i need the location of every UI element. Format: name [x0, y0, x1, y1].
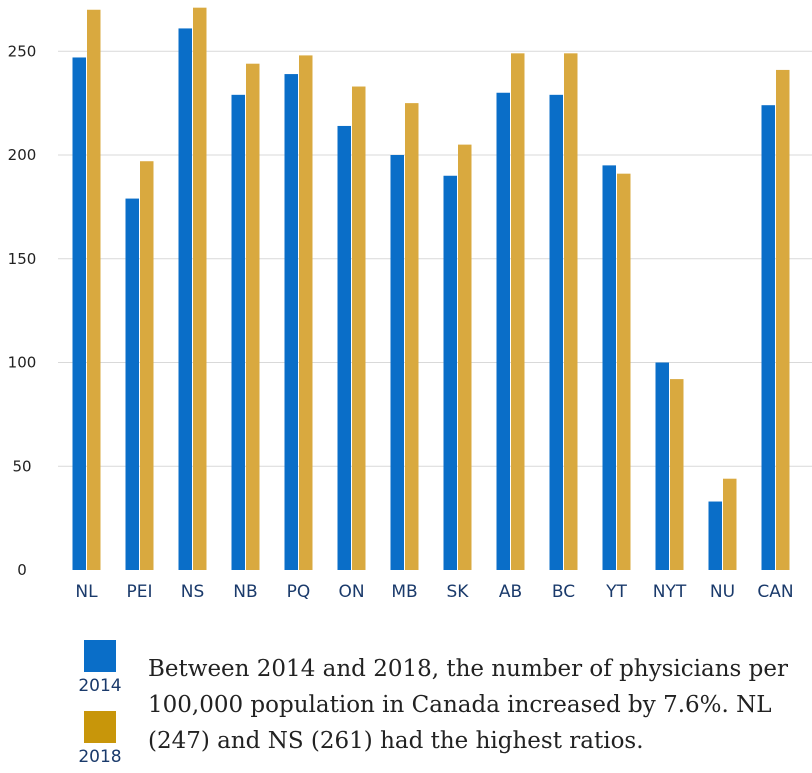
legend-item-2018: 2018 [68, 711, 132, 767]
bar-sk-2014 [443, 175, 457, 570]
bar-pq-2014 [284, 74, 298, 570]
legend-swatch-2018 [84, 711, 116, 743]
bar-bc-2018 [564, 53, 578, 570]
x-category-label-nl: NL [75, 582, 98, 602]
bar-can-2018 [776, 69, 790, 571]
bar-nl-2014 [72, 57, 86, 571]
y-axis-tick-labels: 0 50 100 150 200 250 [8, 42, 37, 579]
bar-yt-2014 [602, 165, 616, 570]
bar-pq-2018 [299, 55, 313, 570]
bar-nb-2014 [231, 94, 245, 570]
x-category-label-sk: SK [447, 582, 470, 602]
bar-pei-2014 [125, 198, 139, 570]
y-tick-label-200: 200 [8, 146, 37, 164]
legend-swatch-2014 [84, 640, 116, 672]
x-axis-category-labels: NL PEI NS NB PQ ON MB SK AB BC YT NYT NU CAN [75, 582, 793, 602]
y-tick-label-50: 50 [12, 457, 31, 475]
bar-pei-2018 [140, 161, 154, 570]
bar-bc-2014 [549, 94, 563, 570]
bars [72, 7, 790, 571]
bar-nyt-2018 [670, 379, 684, 570]
bar-nu-2014 [708, 501, 722, 570]
x-category-label-bc: BC [552, 582, 575, 602]
x-category-label-ab: AB [499, 582, 522, 602]
y-tick-label-100: 100 [8, 354, 37, 372]
y-tick-label-0: 0 [17, 561, 27, 579]
x-category-label-ns: NS [181, 582, 205, 602]
legend-label-2014: 2014 [78, 676, 122, 696]
x-category-label-can: CAN [757, 582, 793, 602]
x-category-label-on: ON [338, 582, 364, 602]
bar-yt-2018 [617, 173, 631, 571]
bar-mb-2014 [390, 155, 404, 570]
x-category-label-yt: YT [605, 582, 627, 602]
legend-label-2018: 2018 [78, 747, 122, 767]
bar-can-2014 [761, 105, 775, 570]
bar-ns-2018 [193, 7, 207, 571]
bar-nu-2018 [723, 478, 737, 570]
x-category-label-nb: NB [233, 582, 257, 602]
bar-nyt-2014 [655, 362, 669, 570]
legend-item-2014: 2014 [68, 640, 132, 696]
bar-mb-2018 [405, 103, 419, 570]
bar-sk-2018 [458, 144, 472, 570]
x-category-label-mb: MB [391, 582, 417, 602]
bar-ab-2014 [496, 92, 510, 570]
bar-on-2018 [352, 86, 366, 571]
bar-ab-2018 [511, 53, 525, 570]
bar-on-2014 [337, 125, 351, 570]
gridlines [58, 50, 812, 467]
bar-ns-2014 [178, 28, 192, 571]
x-category-label-nu: NU [710, 582, 735, 602]
x-category-label-pq: PQ [287, 582, 311, 602]
bar-nb-2018 [246, 63, 260, 570]
caption-text: Between 2014 and 2018, the number of phy… [148, 656, 788, 754]
y-tick-label-150: 150 [8, 250, 37, 268]
x-category-label-pei: PEI [126, 582, 152, 602]
bar-nl-2018 [87, 9, 101, 570]
y-tick-label-250: 250 [8, 42, 37, 60]
x-category-label-nyt: NYT [653, 582, 687, 602]
